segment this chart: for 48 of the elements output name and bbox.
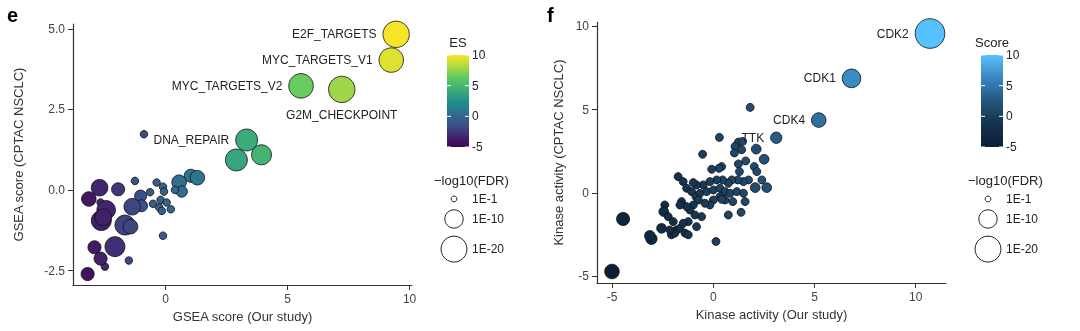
y-tick-label: 10 (575, 19, 590, 34)
legend-title: −log10(FDR) (968, 172, 1043, 188)
legend-label: 1E-20 (1006, 242, 1039, 257)
legend-label: 1E-20 (472, 242, 505, 257)
x-tick-label: 10 (908, 290, 923, 304)
y-axis-title: Kinase activity (CPTAC NSCLC) (550, 59, 566, 246)
x-tick-label: -5 (606, 290, 618, 304)
x-tick-label: 0 (162, 292, 170, 306)
y-tick-label: 2.5 (48, 102, 66, 117)
color-bar-label: 10 (1006, 48, 1020, 62)
legend-label: 1E-1 (472, 191, 498, 206)
color-bar-label: 5 (1006, 78, 1013, 93)
y-tick-label: 0 (582, 185, 590, 200)
data-label: MYC_TARGETS_V1 (262, 53, 373, 68)
legend-title: −log10(FDR) (434, 172, 509, 188)
x-tick-label: 5 (284, 292, 292, 306)
y-tick-label: -2.5 (44, 263, 66, 278)
x-axis-title: Kinase activity (Our study) (695, 306, 848, 322)
data-label: MYC_TARGETS_V2 (171, 78, 283, 93)
chart-title: f (547, 4, 554, 26)
data-label: E2F_TARGETS (292, 27, 377, 42)
color-bar-title: ES (449, 35, 467, 50)
chart-title: e (7, 4, 19, 26)
x-tick-label: 5 (811, 290, 819, 304)
y-tick-label: 0.0 (48, 182, 66, 197)
color-bar-label: -5 (472, 140, 483, 154)
color-bar-label: 10 (472, 48, 486, 62)
y-tick-label: 5.0 (48, 21, 66, 36)
data-label: CDK2 (876, 26, 910, 41)
data-label: CDK4 (773, 113, 806, 128)
y-axis-title: GSEA score (CPTAC NSCLC) (11, 67, 26, 242)
color-bar-label: 0 (472, 109, 479, 124)
legend-label: 1E-10 (1006, 211, 1039, 226)
data-label: TTK (741, 130, 765, 145)
color-bar-label: 5 (472, 78, 479, 93)
color-bar-label: 0 (1006, 109, 1013, 124)
x-tick-label: 10 (402, 292, 417, 306)
legend-label: 1E-1 (1006, 191, 1032, 206)
y-tick-label: 5 (582, 102, 590, 117)
x-axis-title: GSEA score (Our study) (172, 308, 313, 324)
y-tick-label: -5 (578, 269, 590, 284)
color-bar-label: -5 (1006, 140, 1017, 154)
data-label: DNA_REPAIR (153, 133, 230, 147)
legend-label: 1E-10 (472, 211, 505, 226)
x-tick-label: 0 (709, 290, 717, 304)
data-label: CDK1 (803, 71, 837, 86)
color-bar-title: Score (975, 35, 1009, 50)
data-label: G2M_CHECKPOINT (286, 108, 399, 123)
